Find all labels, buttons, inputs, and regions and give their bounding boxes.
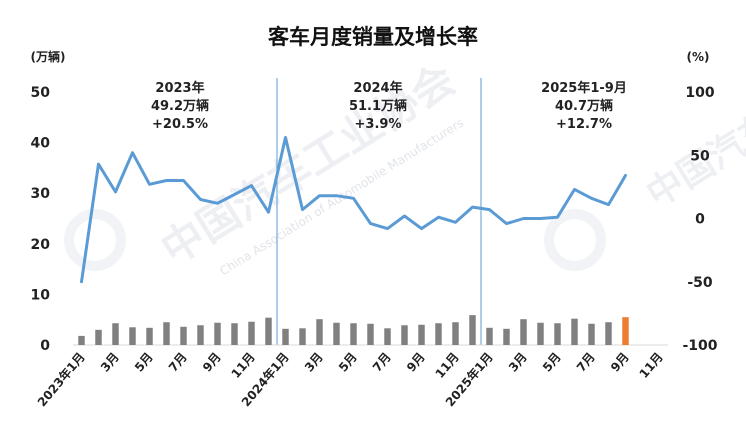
- watermark-logo-icon: [64, 209, 606, 271]
- sales-bar: [112, 323, 119, 345]
- annotation-line: 2024年: [353, 80, 402, 96]
- x-tick-label: 5月: [336, 350, 360, 375]
- right-tick-label: 50: [690, 148, 710, 164]
- sales-bar: [282, 328, 289, 345]
- sales-bar: [605, 322, 612, 345]
- sales-bar: [146, 327, 153, 345]
- sales-bar: [537, 322, 544, 345]
- sales-bar: [486, 327, 493, 345]
- x-tick-label: 9月: [200, 350, 224, 375]
- annotation-line: 51.1万辆: [349, 98, 407, 114]
- x-tick-label: 2023年1月: [34, 349, 88, 409]
- left-tick-label: 30: [31, 186, 51, 202]
- right-tick-label: 100: [685, 85, 714, 101]
- sales-bar: [265, 317, 272, 345]
- sales-bar: [248, 321, 255, 345]
- sales-bar: [129, 327, 136, 345]
- right-tick-label: -50: [687, 275, 713, 291]
- left-axis: 0 10 20 30 40 50: [31, 85, 51, 354]
- growth-line: [80, 136, 627, 284]
- left-axis-unit: (万辆): [31, 49, 66, 64]
- x-tick-label: 11月: [229, 350, 258, 381]
- annotation-line: +20.5%: [152, 117, 208, 132]
- left-tick-label: 40: [31, 136, 51, 152]
- annotation-line: +12.7%: [556, 117, 612, 132]
- sales-bar: [299, 328, 306, 345]
- x-tick-label: 3月: [302, 350, 326, 375]
- annotation-line: 2025年1-9月: [541, 80, 627, 96]
- x-tick-label: 7月: [574, 350, 598, 375]
- sales-bar: [452, 322, 459, 345]
- sales-bar: [180, 326, 187, 345]
- watermark: 中国汽车工业协会 China Association of Automobile…: [64, 28, 746, 278]
- sales-bar: [588, 323, 595, 345]
- annotation-line: +3.9%: [355, 117, 402, 132]
- x-tick-label: 7月: [370, 350, 394, 375]
- left-tick-label: 0: [40, 338, 50, 354]
- sales-bar: [418, 324, 425, 345]
- sales-bar: [316, 319, 323, 345]
- sales-bar: [401, 325, 408, 345]
- sales-bar: [571, 318, 578, 345]
- right-tick-label: -100: [682, 338, 717, 354]
- right-axis: -100 -50 0 50 100: [682, 85, 717, 354]
- sales-bar: [78, 335, 85, 345]
- x-tick-label: 11月: [433, 350, 462, 381]
- sales-bar: [350, 323, 357, 345]
- period-annotations: 2023年 49.2万辆 +20.5% 2024年 51.1万辆 +3.9% 2025年1-…: [151, 80, 627, 132]
- right-tick-label: 0: [695, 212, 705, 228]
- sales-bar: [163, 322, 170, 345]
- chart-title: 客车月度销量及增长率: [268, 25, 478, 49]
- sales-bar: [214, 322, 221, 345]
- x-tick-label: 3月: [506, 350, 530, 375]
- sales-bar: [384, 328, 391, 345]
- sales-bar: [554, 323, 561, 345]
- x-tick-label: 7月: [166, 350, 190, 375]
- sales-bar: [520, 319, 527, 345]
- sales-bar: [367, 323, 374, 345]
- x-tick-label: 9月: [608, 350, 632, 375]
- right-axis-unit: (%): [687, 50, 710, 64]
- x-tick-label: 5月: [540, 350, 564, 375]
- x-tick-label: 9月: [404, 350, 428, 375]
- sales-bars: [78, 315, 629, 345]
- x-tick-label: 3月: [98, 350, 122, 375]
- x-tick-label: 5月: [132, 350, 156, 375]
- sales-bar: [622, 317, 629, 345]
- annotation-line: 40.7万辆: [555, 98, 613, 114]
- sales-bar: [231, 323, 238, 345]
- year-dividers: [276, 78, 482, 345]
- annotation-line: 2023年: [155, 80, 204, 96]
- left-tick-label: 10: [31, 287, 51, 303]
- sales-bar: [95, 329, 102, 345]
- sales-bar: [197, 325, 204, 345]
- x-tick-label: 11月: [637, 350, 666, 381]
- left-tick-label: 50: [31, 85, 51, 101]
- sales-bar: [435, 323, 442, 345]
- annotation-line: 49.2万辆: [151, 98, 209, 114]
- sales-bar: [333, 322, 340, 345]
- sales-bar: [503, 328, 510, 345]
- sales-bar: [469, 315, 476, 345]
- left-tick-label: 20: [31, 237, 51, 253]
